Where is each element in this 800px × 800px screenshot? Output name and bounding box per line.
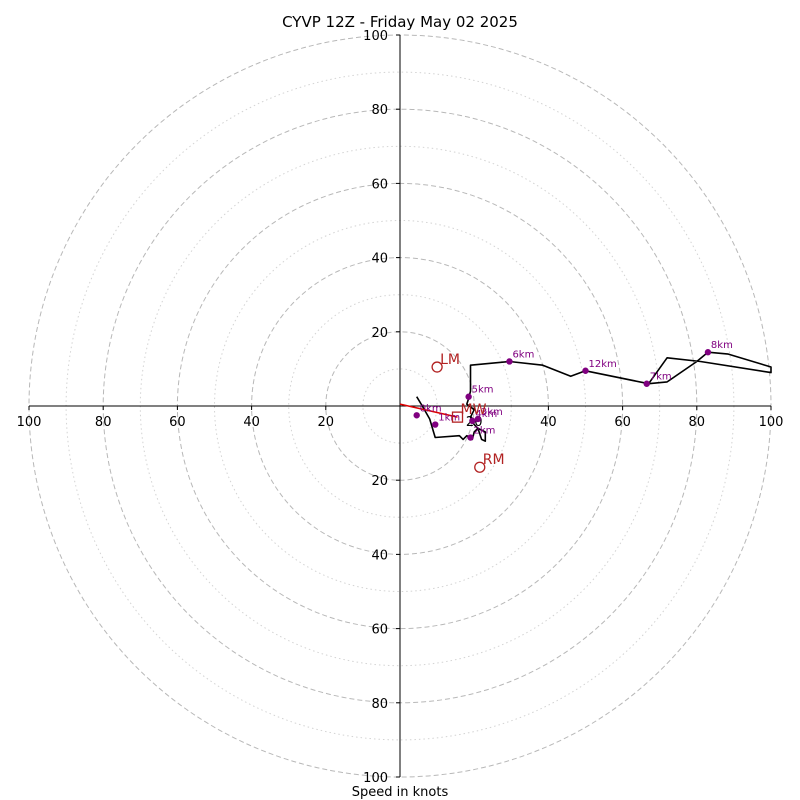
km-marker-label: 0km bbox=[420, 403, 442, 414]
y-tick-label: 100 bbox=[363, 29, 388, 44]
y-tick-label: 40 bbox=[371, 548, 388, 563]
storm-motion-rm-label: RM bbox=[483, 452, 505, 468]
y-tick-label: 60 bbox=[371, 177, 388, 192]
km-marker-point bbox=[465, 393, 472, 400]
km-marker-point bbox=[582, 367, 589, 374]
km-marker-point bbox=[413, 412, 420, 419]
y-tick-label: 80 bbox=[371, 697, 388, 712]
km-marker-point bbox=[506, 358, 513, 365]
x-tick-label: 40 bbox=[540, 415, 557, 430]
km-marker-point bbox=[469, 417, 476, 425]
storm-motion-mw-label: MW bbox=[461, 402, 487, 418]
km-marker-point bbox=[467, 434, 474, 441]
y-tick-label: 80 bbox=[371, 103, 388, 118]
x-tick-label: 60 bbox=[169, 415, 186, 430]
x-tick-label: 40 bbox=[243, 415, 260, 430]
x-tick-label: 20 bbox=[318, 415, 335, 430]
chart-title: CYVP 12Z - Friday May 02 2025 bbox=[282, 13, 518, 31]
km-marker-label: 3km bbox=[481, 407, 503, 418]
km-marker-label: 4km bbox=[475, 409, 497, 420]
x-axis-label: Speed in knots bbox=[352, 785, 449, 800]
x-tick-label: 60 bbox=[614, 415, 631, 430]
x-tick-label: 100 bbox=[17, 415, 42, 430]
x-tick-label: 80 bbox=[95, 415, 112, 430]
y-tick-label: 20 bbox=[371, 474, 388, 489]
hodograph-trace bbox=[399, 351, 772, 443]
km-marker-label: 6km bbox=[512, 349, 534, 360]
storm-motion-mw-marker bbox=[451, 411, 464, 423]
y-tick-label: 60 bbox=[371, 623, 388, 638]
axes bbox=[29, 35, 771, 777]
storm-motion-lm-label: LM bbox=[440, 352, 460, 368]
km-marker-label: 2km bbox=[473, 426, 495, 437]
storm-motion-rm-marker bbox=[474, 461, 486, 473]
x-tick-label: 80 bbox=[689, 415, 706, 430]
km-marker-label: 12km bbox=[589, 359, 617, 370]
storm-motion-markers: LM RM MW bbox=[431, 352, 505, 473]
x-tick-label: 100 bbox=[759, 415, 784, 430]
km-marker-point bbox=[704, 349, 712, 356]
km-marker-label: 8km bbox=[711, 340, 733, 351]
storm-motion-lm-marker bbox=[431, 361, 443, 373]
shear-vector bbox=[399, 403, 458, 418]
km-marker-point bbox=[643, 380, 650, 387]
km-marker-label: 1km bbox=[438, 413, 460, 424]
hodograph-line bbox=[416, 351, 772, 443]
km-marker-point bbox=[474, 415, 482, 423]
km-marker-point bbox=[432, 421, 439, 428]
km-marker-label: 7km bbox=[650, 372, 672, 383]
y-tick-label: 100 bbox=[363, 771, 388, 786]
y-tick-label: 40 bbox=[371, 252, 388, 267]
km-marker-label: 5km bbox=[472, 385, 494, 396]
y-tick-label: 20 bbox=[371, 326, 388, 341]
